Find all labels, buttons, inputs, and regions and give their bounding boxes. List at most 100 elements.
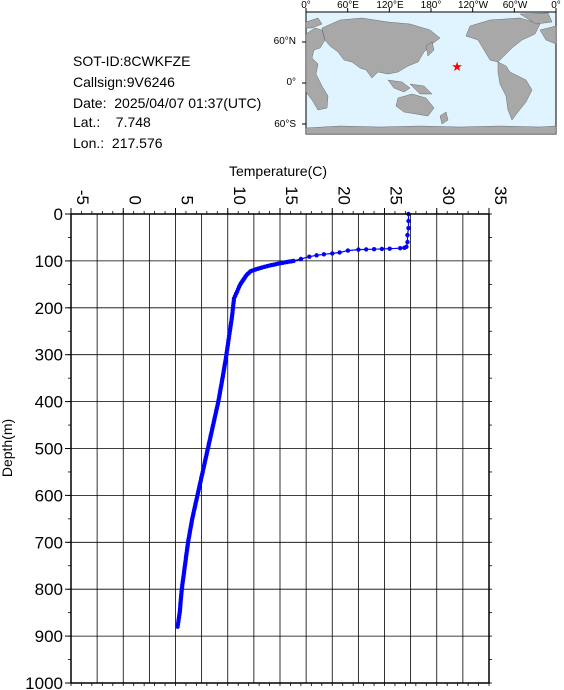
- temperature-point: [213, 412, 218, 417]
- temperature-point: [175, 622, 181, 627]
- y-axis-label: Depth(m): [0, 419, 15, 477]
- temperature-point: [183, 561, 188, 566]
- temperature-point: [176, 617, 181, 622]
- temperature-point: [183, 559, 188, 564]
- temperature-point: [405, 232, 410, 238]
- temperature-point: [224, 347, 230, 353]
- x-tick-label: 25: [387, 186, 406, 205]
- temperature-point: [278, 261, 283, 266]
- temperature-point: [232, 293, 238, 299]
- temperature-point: [209, 431, 214, 436]
- temperature-point: [283, 260, 288, 265]
- temperature-point: [179, 593, 184, 598]
- temperature-point: [255, 266, 261, 271]
- temperature-point: [192, 506, 197, 511]
- temperature-point: [214, 405, 220, 411]
- temperature-point: [185, 540, 191, 545]
- temperature-point: [200, 467, 206, 472]
- temperature-point: [371, 247, 377, 252]
- temperature-point: [194, 495, 200, 500]
- temperature-point: [273, 262, 278, 267]
- temperature-point: [215, 403, 220, 409]
- temperature-point: [178, 595, 184, 600]
- temperature-point: [228, 322, 234, 327]
- temperature-point: [223, 354, 229, 360]
- temperature-point: [230, 310, 235, 315]
- temperature-point: [199, 474, 204, 479]
- temperature-point: [345, 248, 351, 253]
- temperature-point: [187, 533, 192, 539]
- temperature-point: [225, 345, 230, 350]
- temperature-point: [200, 469, 205, 475]
- y-tick-label: 0: [54, 205, 63, 224]
- temperature-point: [184, 548, 190, 553]
- x-tick-label: -5: [73, 190, 92, 205]
- temperature-point: [176, 615, 182, 620]
- temperature-point: [221, 367, 227, 372]
- temperature-point: [210, 425, 215, 430]
- temperature-point: [213, 410, 219, 415]
- temperature-point: [291, 258, 296, 264]
- temperature-point: [216, 397, 221, 402]
- temperature-point: [186, 538, 191, 543]
- temperature-point: [190, 516, 195, 522]
- temperature-point: [205, 446, 211, 451]
- temperature-point: [219, 378, 225, 383]
- temperature-point: [211, 418, 217, 423]
- temperature-point: [214, 407, 219, 413]
- temperature-point: [182, 565, 187, 571]
- temperature-point: [238, 282, 243, 287]
- temperature-point: [203, 454, 209, 460]
- temperature-point: [231, 303, 236, 308]
- temperature-point: [289, 259, 294, 264]
- temperature-point: [230, 305, 236, 310]
- temperature-point: [216, 399, 221, 404]
- temperature-point: [180, 582, 185, 588]
- temperature-point: [192, 503, 198, 509]
- x-tick-label: 10: [230, 186, 249, 205]
- sot-id: SOT-ID:8CWKFZE: [73, 53, 191, 69]
- map-lon-label: 120°E: [376, 0, 404, 11]
- temperature-point: [180, 580, 185, 585]
- temperature-point: [247, 270, 252, 275]
- temperature-point: [252, 267, 257, 273]
- temperature-point: [267, 263, 272, 268]
- temperature-point: [198, 480, 203, 485]
- x-tick-label: 30: [439, 186, 458, 205]
- temperature-point: [203, 457, 208, 462]
- map-land: [305, 12, 557, 135]
- temperature-point: [253, 267, 259, 272]
- temperature-point: [200, 471, 205, 477]
- temperature-point: [321, 252, 327, 257]
- temperature-point: [260, 265, 265, 270]
- temperature-point: [208, 435, 213, 440]
- temperature-point: [210, 422, 216, 428]
- temperature-point: [184, 552, 189, 558]
- temperature-point: [225, 340, 231, 346]
- x-tick-label: 35: [491, 186, 510, 205]
- temperature-point: [177, 608, 183, 613]
- map-lon-label: 60°W: [503, 0, 528, 11]
- temperature-point: [190, 514, 195, 519]
- temperature-point: [236, 286, 241, 292]
- temperature-point: [206, 444, 211, 449]
- temperature-point: [240, 279, 245, 284]
- temperature-point: [202, 461, 207, 466]
- temperature-point: [275, 261, 281, 266]
- temperature-point: [241, 277, 246, 282]
- temperature-point: [188, 525, 193, 530]
- y-tick-label: 700: [35, 533, 63, 552]
- temperature-point: [314, 253, 319, 258]
- temperature-point: [223, 357, 228, 362]
- temperature-point: [195, 491, 201, 496]
- temperature-point: [262, 264, 267, 269]
- temperature-point: [188, 523, 194, 528]
- longitude: Lon.: 217.576: [73, 135, 163, 151]
- temperature-point: [225, 343, 230, 348]
- temperature-point: [218, 386, 223, 391]
- y-tick-label: 300: [35, 346, 63, 365]
- x-tick-label: 20: [334, 186, 353, 205]
- temperature-point: [177, 606, 183, 611]
- temperature-point: [237, 284, 242, 289]
- temperature-point: [229, 319, 234, 325]
